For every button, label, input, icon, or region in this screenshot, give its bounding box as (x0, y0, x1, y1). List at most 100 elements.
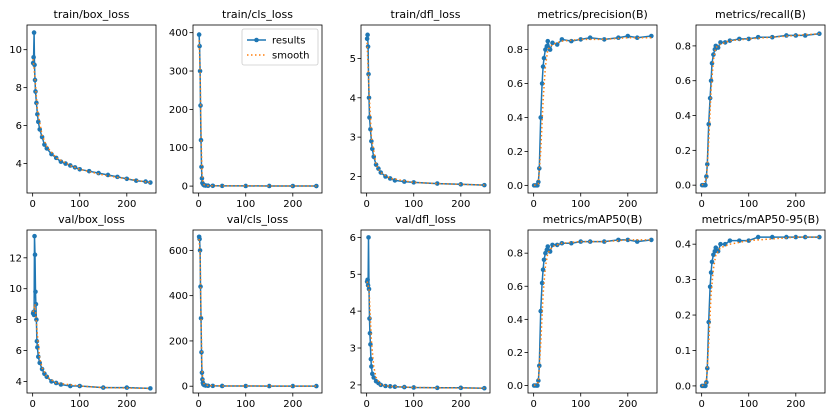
smooth-line (701, 236, 820, 387)
results-line (366, 237, 485, 389)
y-tick-label: 3 (350, 344, 356, 355)
results-point (266, 183, 272, 189)
results-point (210, 183, 216, 189)
x-tick-label: 100 (70, 399, 89, 410)
x-tick-label: 100 (236, 399, 255, 410)
axes-frame (527, 229, 658, 394)
results-point (746, 238, 752, 243)
results-point (544, 43, 550, 49)
subplot-4: metrics/precision(B) 0 100 200 0.0 0.2 0.4 0.6 0… (507, 8, 658, 210)
results-point (364, 36, 370, 42)
results-point (802, 234, 808, 240)
results-point (713, 245, 719, 251)
subplot-title: val/cls_loss (227, 213, 289, 226)
results-point (33, 289, 38, 295)
results-point (42, 142, 47, 147)
results-point (199, 164, 204, 170)
results-point (711, 252, 716, 258)
x-tick-label: 0 (363, 199, 369, 210)
results-point (365, 283, 371, 288)
results-line (32, 32, 151, 184)
smooth-line (366, 42, 485, 186)
subplot-8: val/dfl_loss 0 100 200 2 3 4 5 6 (350, 213, 491, 410)
results-point (369, 364, 374, 369)
results-point (198, 137, 204, 143)
results-point (539, 81, 545, 86)
results-point (34, 338, 40, 344)
y-tick-label: 0.2 (675, 146, 691, 157)
y-tick-label: 100 (169, 143, 188, 154)
results-point (31, 54, 36, 60)
results-point (31, 30, 37, 35)
results-line (32, 236, 151, 390)
results-point (737, 36, 742, 42)
axes-frame (26, 24, 157, 194)
y-tick-label: 0.1 (675, 346, 691, 357)
results-point (266, 383, 272, 389)
results-line (702, 236, 820, 387)
y-tick-label: 0 (182, 382, 188, 393)
axes-frame (192, 229, 323, 394)
results-point (755, 234, 761, 240)
x-tick-label: 200 (786, 199, 805, 210)
x-tick-label: 200 (618, 399, 637, 410)
y-tick-label: 0 (182, 182, 188, 193)
y-tick-label: 12 (9, 253, 22, 264)
x-tick-label: 100 (404, 399, 423, 410)
results-point (718, 40, 723, 45)
y-tick-label: 4 (16, 159, 22, 170)
results-point (219, 183, 225, 189)
subplot-title: train/box_loss (54, 8, 130, 21)
results-point (458, 182, 464, 187)
subplot-title: train/dfl_loss (391, 8, 461, 21)
x-tick-label: 100 (70, 199, 89, 210)
results-point (704, 380, 709, 385)
results-point (625, 237, 631, 243)
results-point (538, 308, 544, 314)
results-point (434, 385, 440, 391)
y-tick-label: 0.8 (675, 41, 691, 52)
results-point (243, 383, 249, 389)
results-point (39, 134, 45, 140)
y-tick-label: 0.0 (675, 381, 691, 392)
x-tick-label: 0 (29, 399, 35, 410)
y-tick-label: 0.0 (507, 181, 523, 192)
y-tick-label: 10 (9, 284, 22, 295)
results-point (366, 286, 372, 292)
results-point (634, 239, 640, 244)
results-point (32, 252, 38, 258)
smooth-line (533, 36, 652, 187)
axes-frame (360, 24, 491, 194)
results-point (290, 183, 296, 189)
smooth-line (198, 239, 317, 387)
results-point (387, 384, 393, 389)
subplot-7: val/cls_loss 0 100 200 0 200 400 600 (169, 213, 323, 410)
results-point (554, 42, 560, 47)
x-tick-label: 200 (451, 199, 470, 210)
results-point (290, 383, 296, 389)
x-tick-label: 200 (451, 399, 470, 410)
y-tick-label: 4 (350, 307, 356, 318)
results-point (402, 179, 407, 184)
results-point (578, 239, 584, 244)
x-tick-label: 0 (195, 399, 201, 410)
legend-results-label: results (272, 36, 306, 47)
subplot-title: metrics/mAP50-95(B) (702, 213, 820, 226)
results-point (540, 64, 546, 69)
results-line (702, 32, 820, 186)
results-point (769, 34, 775, 40)
subplot-3: train/dfl_loss 0 100 200 2 3 4 5 (350, 8, 491, 210)
results-point (365, 32, 370, 38)
results-point (196, 32, 202, 37)
results-point (587, 35, 593, 41)
y-tick-label: 4 (16, 377, 22, 388)
results-point (219, 383, 225, 389)
results-point (704, 161, 710, 167)
x-tick-label: 100 (571, 199, 590, 210)
results-point (649, 237, 654, 243)
y-tick-label: 200 (169, 105, 188, 116)
subplot-title: metrics/mAP50(B) (543, 213, 643, 226)
y-tick-label: 0.2 (507, 348, 523, 359)
results-point (197, 68, 203, 74)
results-point (704, 365, 710, 371)
